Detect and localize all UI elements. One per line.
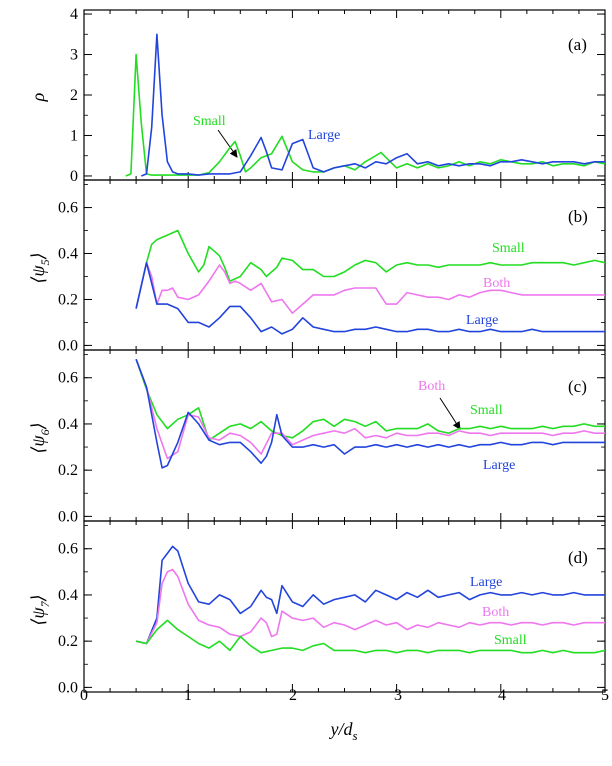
panel-a-ytick-label: 3 (70, 47, 78, 64)
panel-d-series-small (135, 619, 606, 654)
plot-layer: 0 1 2 3 4 0.0 0.2 0.4 0.6 0.0 0.2 0.4 0.6 0.0 0.2 0.4 0.… (58, 6, 606, 696)
x-tick-label-0: 0 (80, 687, 88, 704)
panel-b-series-large (135, 261, 605, 335)
panel-b-ylabel: ⟨ψ5⟩ (28, 252, 52, 283)
panel-d-letter: (d) (568, 548, 588, 567)
annotation-b-both: Both (483, 276, 510, 291)
annotation-a-large: Large (308, 128, 340, 143)
panel-c-series-large (135, 358, 605, 469)
panel-a-frame (83, 9, 606, 181)
panel-c-letter: (c) (568, 377, 587, 396)
panel-b-letter: (b) (568, 207, 588, 226)
x-tick-label-1: 1 (184, 687, 192, 704)
x-tick-label-3: 3 (394, 687, 402, 704)
x-tick-label-4: 4 (498, 687, 506, 704)
panel-b-ytick-label: 0.2 (58, 291, 78, 308)
panel-b-ytick-label: 0.0 (58, 337, 78, 354)
x-axis-title: y/ds (328, 719, 357, 743)
panel-a-ytick-label: 0 (70, 168, 78, 185)
annotation-b-small: Small (492, 241, 525, 256)
panel-c-series-both (135, 358, 605, 460)
annotation-d-both: Both (482, 605, 509, 620)
panel-d-series-both (135, 568, 605, 645)
panel-c-ytick-label: 0.2 (58, 462, 78, 479)
panel-a-letter: (a) (568, 35, 587, 54)
annotation-c-large: Large (483, 458, 515, 473)
annotation-b-large: Large (466, 313, 498, 328)
panel-c-frame (83, 349, 606, 522)
annotation-a-small-arrow (217, 129, 238, 158)
panel-d-frame (83, 520, 606, 693)
panel-d-series-large (135, 545, 605, 645)
x-tick-label-2: 2 (289, 687, 297, 704)
panel-c-ytick-label: 0.6 (58, 370, 78, 387)
panel-a-ylabel: ρ (28, 92, 48, 102)
panel-d-ytick-label: 0.6 (58, 541, 78, 558)
annotation-c-small: Small (470, 403, 503, 418)
panel-d-ylabel: ⟨ψ7⟩ (28, 594, 52, 625)
panel-b-series-small (135, 229, 606, 309)
annotation-c-both: Both (418, 379, 445, 394)
annotation-c-both-arrow (439, 397, 461, 430)
x-tick-label-5: 5 (601, 687, 609, 704)
panel-c-ytick-label: 0.4 (58, 416, 78, 433)
panel-c-ytick-label: 0.0 (58, 508, 78, 525)
panel-a-series-large (141, 33, 605, 177)
panel-d-ytick-label: 0.2 (58, 633, 78, 650)
panel-d-ytick-label: 0.4 (58, 587, 78, 604)
panel-a-ytick-label: 1 (70, 127, 78, 144)
annotation-d-small: Small (494, 633, 527, 648)
panel-b-series-both (135, 261, 605, 315)
panel-a-ytick-label: 4 (70, 6, 78, 23)
panel-c-ylabel: ⟨ψ6⟩ (28, 422, 52, 453)
panel-a-ytick-label: 2 (70, 87, 78, 104)
panel-b-ytick-label: 0.4 (58, 246, 78, 263)
panel-b-frame (83, 179, 606, 351)
panel-c-series-small (135, 358, 605, 441)
panel-d-ytick-label: 0.0 (58, 679, 78, 696)
annotation-a-small: Small (193, 114, 226, 129)
annotation-d-large: Large (470, 575, 502, 590)
panel-b-ytick-label: 0.6 (58, 200, 78, 217)
